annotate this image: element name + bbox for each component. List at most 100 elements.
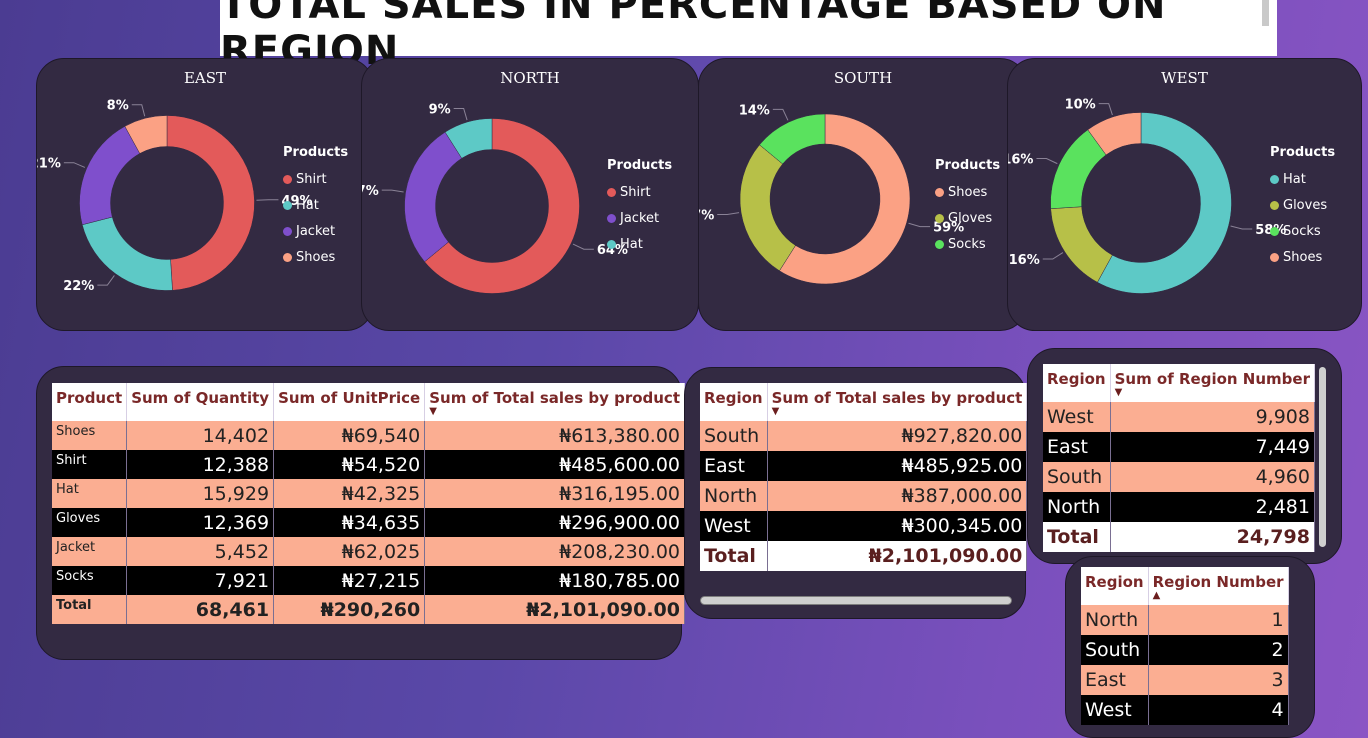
horizontal-scrollbar[interactable]	[700, 596, 1012, 605]
data-label-leader	[572, 243, 594, 250]
col-region[interactable]: Region	[1043, 364, 1111, 402]
south-donut-card: SOUTH 59% 27% 14% Products Shoes Gloves Socks	[698, 58, 1028, 331]
products-table: Product Sum of Quantity Sum of UnitPrice…	[52, 383, 685, 624]
page-title-box: TOTAL SALES IN PERCENTAGE BASED ON REGIO…	[220, 0, 1277, 74]
legend-item[interactable]: Shirt	[607, 179, 672, 205]
east-donut-chart: 49%22%21%8%	[37, 99, 313, 294]
north-donut-card: NORTH 64% 27% 9% Products Shirt Jacket Hat	[361, 58, 699, 331]
data-label-leader	[908, 222, 931, 228]
legend-item[interactable]: Gloves	[935, 205, 1000, 231]
col-region[interactable]: Region	[700, 383, 768, 421]
table-cell: 15,929	[126, 479, 275, 508]
col-sum-quantity[interactable]: Sum of Quantity	[126, 383, 275, 421]
table-row[interactable]: West 4	[1081, 695, 1289, 725]
table-cell: South	[1081, 635, 1149, 665]
table-row[interactable]: Jacket 5,452 ₦62,025 ₦208,230.00	[52, 537, 685, 566]
legend-label: Hat	[620, 236, 643, 252]
north-chart-title: NORTH	[500, 69, 560, 87]
data-label: 9%	[429, 103, 451, 118]
donut-slice-hat[interactable]	[81, 216, 173, 291]
table-cell: 12,388	[126, 450, 275, 479]
legend-item[interactable]: Hat	[283, 192, 348, 218]
west-legend: Products Hat Gloves Socks Shoes	[1270, 145, 1335, 270]
legend-item[interactable]: Shoes	[283, 244, 348, 270]
table-row[interactable]: Shirt 12,388 ₦54,520 ₦485,600.00	[52, 450, 685, 479]
table-cell: 7,921	[126, 566, 275, 595]
region-number-sum-table: Region Sum of Region Number ▼ West 9,908 Ea…	[1043, 364, 1315, 552]
donut-slice-hat[interactable]	[1097, 112, 1232, 294]
legend-label: Shoes	[948, 184, 988, 200]
table-total-cell: ₦290,260	[273, 595, 426, 624]
legend-item[interactable]: Gloves	[1270, 192, 1335, 218]
legend-item[interactable]: Shoes	[935, 179, 1000, 205]
table-row[interactable]: South 4,960	[1043, 462, 1315, 492]
donut-slice-shoes[interactable]	[1087, 112, 1142, 156]
table-cell: Socks	[52, 566, 128, 595]
table-row[interactable]: North ₦387,000.00	[700, 481, 1028, 511]
table-cell: Jacket	[52, 537, 128, 566]
region-number-table: Region Region Number ▲ North 1 South 2 East 3 W…	[1081, 567, 1289, 725]
data-label-leader	[1230, 225, 1253, 230]
col-sum-total-sales[interactable]: Sum of Total sales by product ▼	[424, 383, 685, 421]
table-row[interactable]: North 2,481	[1043, 492, 1315, 522]
east-chart-title: EAST	[183, 69, 227, 87]
col-sum-unitprice[interactable]: Sum of UnitPrice	[273, 383, 426, 421]
donut-slice-gloves[interactable]	[739, 144, 796, 272]
table-row[interactable]: Gloves 12,369 ₦34,635 ₦296,900.00	[52, 508, 685, 537]
donut-slice-hat[interactable]	[444, 118, 493, 159]
legend-dot-icon	[1270, 252, 1279, 262]
legend-label: Shoes	[1283, 249, 1323, 265]
table-cell: ₦296,900.00	[424, 508, 685, 537]
table-row[interactable]: West 9,908	[1043, 402, 1315, 432]
table-row[interactable]: Hat 15,929 ₦42,325 ₦316,195.00	[52, 479, 685, 508]
table-cell: East	[1081, 665, 1149, 695]
legend-item[interactable]: Jacket	[283, 218, 348, 244]
sort-desc-icon: ▼	[771, 406, 780, 417]
west-chart-title: WEST	[1161, 69, 1208, 87]
table-cell: Hat	[52, 479, 128, 508]
table-row[interactable]: East 3	[1081, 665, 1289, 695]
table-row[interactable]: North 1	[1081, 605, 1289, 635]
donut-slice-jacket[interactable]	[404, 131, 463, 263]
legend-item[interactable]: Shirt	[283, 166, 348, 192]
table-cell: Shirt	[52, 450, 128, 479]
legend-item[interactable]: Socks	[935, 231, 1000, 257]
donut-slice-gloves[interactable]	[1050, 206, 1113, 283]
legend-item[interactable]: Jacket	[607, 205, 672, 231]
donut-slice-jacket[interactable]	[79, 125, 141, 226]
donut-slice-shoes[interactable]	[124, 115, 168, 154]
donut-slice-socks[interactable]	[759, 113, 826, 165]
table-row[interactable]: Socks 7,921 ₦27,215 ₦180,785.00	[52, 566, 685, 595]
data-label-leader	[1036, 158, 1058, 165]
col-sum-total-sales[interactable]: Sum of Total sales by product ▼	[767, 383, 1028, 421]
table-cell: ₦69,540	[273, 421, 426, 450]
legend-item[interactable]: Shoes	[1270, 244, 1335, 270]
table-row[interactable]: South 2	[1081, 635, 1289, 665]
legend-item[interactable]: Hat	[607, 231, 672, 257]
table-row[interactable]: East 7,449	[1043, 432, 1315, 462]
table-cell: 4	[1148, 695, 1289, 725]
legend-title: Products	[1270, 145, 1336, 160]
col-region-number[interactable]: Region Number ▲	[1148, 567, 1289, 605]
region-number-sum-card: Region Sum of Region Number ▼ West 9,908 Ea…	[1027, 348, 1342, 564]
products-table-card: Product Sum of Quantity Sum of UnitPrice…	[36, 366, 685, 660]
title-scrollbar[interactable]	[1262, 0, 1269, 26]
donut-slice-shoes[interactable]	[779, 113, 911, 285]
col-sum-region-number[interactable]: Sum of Region Number ▼	[1110, 364, 1315, 402]
table-row[interactable]: East ₦485,925.00	[700, 451, 1028, 481]
legend-item[interactable]: Socks	[1270, 218, 1335, 244]
data-label: 21%	[37, 157, 61, 172]
table-row[interactable]: West ₦300,345.00	[700, 511, 1028, 541]
table-row[interactable]: Shoes 14,402 ₦69,540 ₦613,380.00	[52, 421, 685, 450]
donut-slice-shirt[interactable]	[424, 118, 580, 294]
table-cell: ₦927,820.00	[767, 421, 1028, 451]
col-region[interactable]: Region	[1081, 567, 1149, 605]
col-product[interactable]: Product	[52, 383, 128, 421]
data-label: 10%	[1065, 98, 1096, 113]
data-label-leader	[97, 275, 115, 286]
table-row[interactable]: South ₦927,820.00	[700, 421, 1028, 451]
donut-slice-shirt[interactable]	[166, 115, 255, 291]
table-cell: West	[1043, 402, 1111, 432]
legend-item[interactable]: Hat	[1270, 166, 1335, 192]
vertical-scrollbar[interactable]	[1319, 367, 1326, 547]
